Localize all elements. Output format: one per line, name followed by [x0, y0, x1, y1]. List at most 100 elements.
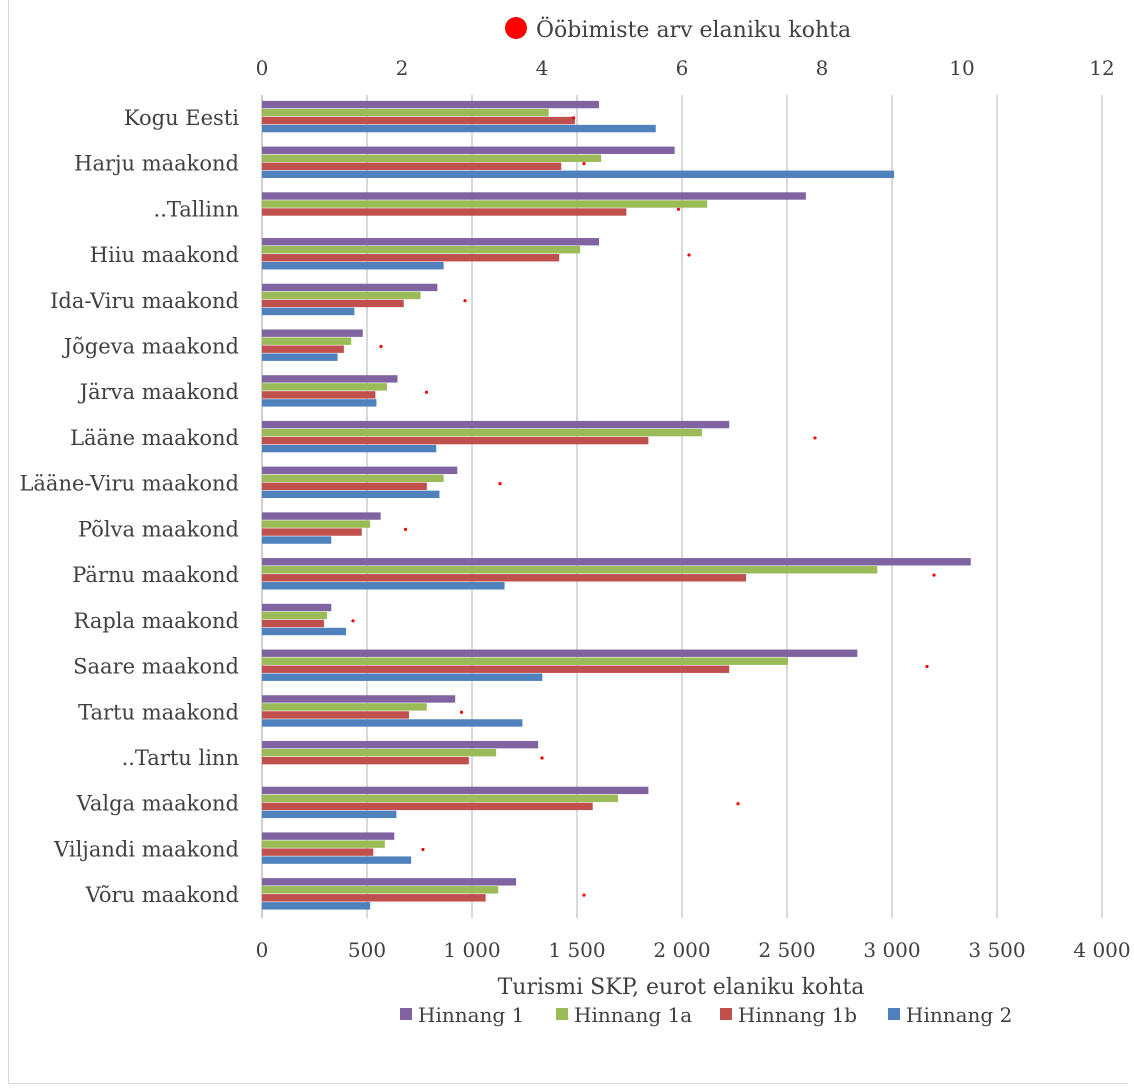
bar	[262, 566, 878, 574]
category-label: Hiiu maakond	[90, 243, 239, 267]
legend-label: Hinnang 1b	[738, 1003, 857, 1027]
bar	[262, 162, 562, 170]
category-label: Viljandi maakond	[53, 837, 239, 861]
bar	[262, 391, 376, 399]
x-tick-label: 2 500	[758, 938, 815, 962]
x-tick-label: 1 500	[548, 938, 605, 962]
data-point	[736, 802, 740, 806]
bar	[262, 353, 338, 361]
bar	[262, 490, 440, 499]
bar	[262, 794, 618, 803]
bar	[262, 802, 593, 811]
secondary-legend-label: Ööbimiste arv elaniku kohta	[536, 16, 851, 43]
data-point	[403, 527, 408, 531]
category-label: Tartu maakond	[78, 700, 239, 724]
data-point	[925, 664, 929, 669]
bar	[262, 740, 539, 749]
category-label: Pärnu maakond	[72, 563, 239, 587]
category-label: Rapla maakond	[74, 609, 239, 633]
secondary-tick-label: 4	[536, 56, 549, 80]
bar	[262, 558, 971, 566]
bar	[262, 657, 789, 665]
bar	[262, 520, 371, 528]
secondary-tick-label: 10	[949, 56, 974, 80]
bar	[262, 673, 543, 681]
x-tick-label: 500	[348, 938, 386, 962]
bar	[262, 375, 398, 383]
bar	[262, 536, 332, 544]
category-label: Lääne-Viru maakond	[19, 472, 239, 496]
bar	[262, 649, 858, 657]
legend-label: Hinnang 1	[418, 1003, 524, 1027]
bar	[262, 124, 656, 133]
legend-swatch	[888, 1008, 900, 1020]
bar	[262, 810, 397, 819]
bar	[262, 108, 549, 117]
category-label: Kogu Eesti	[124, 106, 239, 130]
bar	[262, 170, 895, 178]
bar	[262, 627, 346, 636]
category-label: Võru maakond	[85, 883, 239, 907]
bar	[262, 748, 497, 757]
legend-item[interactable]: Hinnang 1b	[720, 1003, 857, 1027]
data-point	[540, 756, 544, 760]
legend[interactable]: Hinnang 1 Hinnang 1a Hinnang 1b Hinnang 2	[400, 1003, 1012, 1027]
secondary-tick-label: 12	[1089, 56, 1114, 80]
legend-swatch	[556, 1008, 568, 1020]
data-point	[571, 116, 576, 120]
category-label: Jõgeva maakond	[62, 334, 239, 358]
bar	[262, 383, 387, 391]
data-point	[351, 619, 355, 623]
bar	[262, 582, 505, 590]
category-label: Ida-Viru maakond	[50, 289, 239, 313]
category-label: Valga maakond	[76, 792, 239, 816]
data-point	[379, 344, 383, 349]
x-tick-label: 2 000	[653, 938, 710, 962]
category-label: Saare maakond	[73, 655, 239, 679]
bar	[262, 428, 702, 437]
legend-item[interactable]: Hinnang 1	[400, 1003, 524, 1027]
x-tick-label: 3 000	[863, 938, 920, 962]
bar	[262, 528, 362, 536]
legend-swatch	[720, 1008, 732, 1020]
bar	[262, 482, 427, 491]
secondary-tick-label: 8	[816, 56, 829, 80]
bar	[262, 619, 324, 628]
bar	[262, 832, 395, 840]
bar	[262, 574, 747, 582]
category-labels: Kogu Eesti Harju maakond ..Tallinn Hiiu maa…	[19, 106, 239, 907]
data-point	[424, 390, 429, 394]
bar	[262, 246, 581, 254]
legend-item[interactable]: Hinnang 2	[888, 1003, 1012, 1027]
legend-label: Hinnang 1a	[574, 1003, 692, 1027]
data-point	[582, 161, 586, 166]
bar	[262, 208, 627, 216]
bar	[262, 154, 602, 162]
bar	[262, 695, 456, 703]
secondary-tick-label: 6	[676, 56, 689, 80]
secondary-series-points	[351, 116, 936, 897]
secondary-tick-label: 2	[396, 56, 409, 80]
bar	[262, 200, 708, 208]
x-tick-label: 3 500	[968, 938, 1025, 962]
data-point	[582, 893, 586, 897]
data-point	[421, 847, 425, 852]
secondary-legend-marker	[505, 17, 527, 39]
bar	[262, 238, 600, 246]
bar	[262, 856, 412, 864]
bar	[262, 512, 381, 520]
legend-item[interactable]: Hinnang 1a	[556, 1003, 692, 1027]
bars	[262, 100, 971, 910]
secondary-legend: Ööbimiste arv elaniku kohta	[505, 16, 851, 43]
secondary-tick-label: 0	[256, 56, 269, 80]
data-point	[687, 253, 691, 257]
data-point	[932, 573, 936, 577]
legend-label: Hinnang 2	[906, 1003, 1012, 1027]
bar	[262, 399, 377, 407]
category-label: Lääne maakond	[70, 426, 239, 450]
bar	[262, 100, 600, 109]
bar	[262, 848, 374, 856]
bar	[262, 283, 438, 292]
bar	[262, 329, 363, 337]
